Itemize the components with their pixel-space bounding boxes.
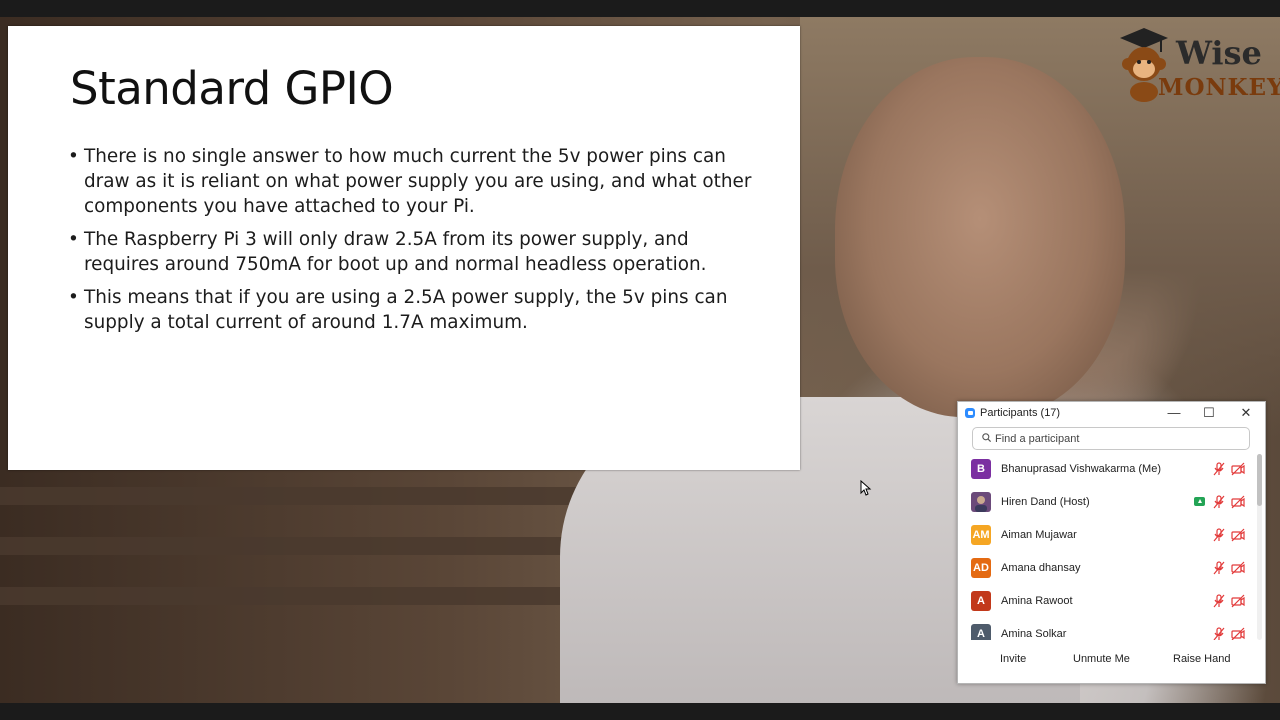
slide-bullet: The Raspberry Pi 3 will only draw 2.5A f… <box>68 227 758 277</box>
participant-row[interactable]: B Bhanuprasad Vishwakarma (Me) <box>958 454 1255 487</box>
participant-name: Amina Rawoot <box>1001 595 1073 607</box>
participant-name: Bhanuprasad Vishwakarma (Me) <box>1001 463 1161 475</box>
participant-name: Aiman Mujawar <box>1001 529 1077 541</box>
avatar: A <box>971 591 991 611</box>
monkey-graduate-icon <box>1120 28 1168 102</box>
screen-share-icon <box>1194 497 1205 506</box>
participant-name: Amina Solkar <box>1001 628 1067 640</box>
raise-hand-button[interactable]: Raise Hand <box>1173 653 1231 665</box>
video-off-icon[interactable] <box>1231 561 1245 575</box>
participants-panel: Participants (17) — ☐ ✕ B Bhanuprasad Vi… <box>957 401 1266 684</box>
avatar <box>971 492 991 512</box>
mic-muted-icon[interactable] <box>1212 627 1226 640</box>
mic-muted-icon[interactable] <box>1212 462 1226 476</box>
avatar: A <box>971 624 991 640</box>
participant-row[interactable]: A Amina Solkar <box>958 619 1255 640</box>
mouse-cursor-icon <box>860 480 872 496</box>
avatar: AD <box>971 558 991 578</box>
slide-title: Standard GPIO <box>70 62 394 115</box>
presenter-head <box>835 57 1125 417</box>
scrollbar-thumb[interactable] <box>1257 454 1262 506</box>
slide-bullet-list: There is no single answer to how much cu… <box>68 144 758 343</box>
video-off-icon[interactable] <box>1231 462 1245 476</box>
participant-name: Amana dhansay <box>1001 562 1081 574</box>
participant-list-scrollbar[interactable] <box>1257 454 1262 640</box>
minimize-button[interactable]: — <box>1167 405 1181 420</box>
slide-bullet: This means that if you are using a 2.5A … <box>68 285 758 335</box>
close-button[interactable]: ✕ <box>1240 405 1252 420</box>
video-off-icon[interactable] <box>1231 528 1245 542</box>
participant-row[interactable]: AD Amana dhansay <box>958 553 1255 586</box>
participant-row[interactable]: AM Aiman Mujawar <box>958 520 1255 553</box>
video-off-icon[interactable] <box>1231 594 1245 608</box>
panel-title-bar[interactable]: Participants (17) — ☐ ✕ <box>958 402 1265 424</box>
mic-muted-icon[interactable] <box>1212 594 1226 608</box>
video-off-icon[interactable] <box>1231 495 1245 509</box>
mic-muted-icon[interactable] <box>1212 528 1226 542</box>
participant-search[interactable] <box>972 427 1250 450</box>
participant-row[interactable]: A Amina Rawoot <box>958 586 1255 619</box>
slide-bullet: There is no single answer to how much cu… <box>68 144 758 219</box>
presentation-slide: Standard GPIO There is no single answer … <box>8 26 800 470</box>
invite-button[interactable]: Invite <box>1000 653 1027 665</box>
mic-muted-icon[interactable] <box>1212 561 1226 575</box>
wise-monkeys-logo: Wise MONKEYS <box>1112 22 1280 104</box>
zoom-app-icon <box>965 408 975 418</box>
unmute-me-button[interactable]: Unmute Me <box>1073 653 1130 665</box>
panel-title: Participants (17) <box>980 407 1061 419</box>
participant-row[interactable]: Hiren Dand (Host) <box>958 487 1255 520</box>
participant-name: Hiren Dand (Host) <box>1001 496 1090 508</box>
logo-text-wise: Wise <box>1176 34 1262 72</box>
avatar: B <box>971 459 991 479</box>
avatar: AM <box>971 525 991 545</box>
mic-muted-icon[interactable] <box>1212 495 1226 509</box>
search-input[interactable] <box>995 431 1235 446</box>
logo-text-monkeys: MONKEYS <box>1158 74 1280 101</box>
video-off-icon[interactable] <box>1231 627 1245 640</box>
maximize-button[interactable]: ☐ <box>1203 405 1215 420</box>
search-icon <box>982 433 991 442</box>
profile-photo-icon <box>975 496 987 512</box>
participant-list: B Bhanuprasad Vishwakarma (Me) Hiren Dan… <box>958 454 1255 640</box>
